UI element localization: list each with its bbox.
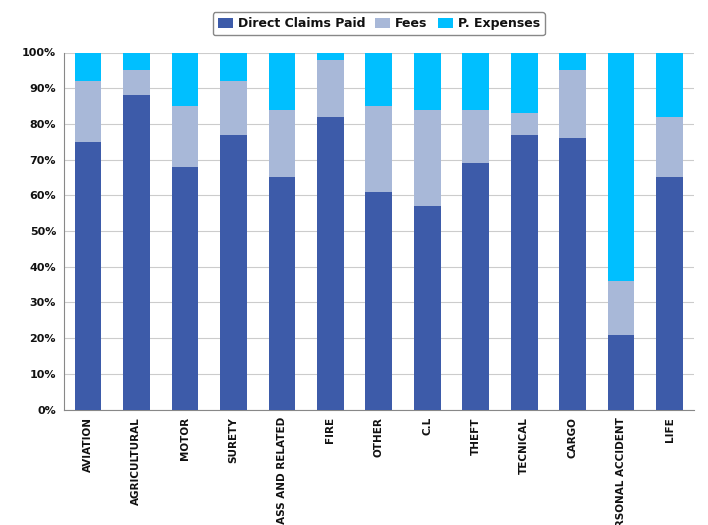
Bar bbox=[365, 192, 392, 410]
Bar bbox=[511, 52, 537, 113]
Bar bbox=[74, 142, 101, 410]
Bar bbox=[220, 81, 246, 134]
Bar bbox=[414, 206, 440, 410]
Bar bbox=[656, 52, 683, 117]
Bar bbox=[414, 110, 440, 206]
Bar bbox=[656, 117, 683, 177]
Bar bbox=[414, 52, 440, 110]
Bar bbox=[220, 52, 246, 81]
Legend: Direct Claims Paid, Fees, P. Expenses: Direct Claims Paid, Fees, P. Expenses bbox=[213, 13, 544, 35]
Bar bbox=[365, 52, 392, 106]
Bar bbox=[268, 52, 295, 110]
Bar bbox=[559, 138, 586, 410]
Bar bbox=[317, 52, 343, 60]
Bar bbox=[511, 113, 537, 134]
Bar bbox=[317, 117, 343, 410]
Bar bbox=[220, 134, 246, 410]
Bar bbox=[123, 70, 150, 96]
Bar bbox=[268, 110, 295, 177]
Bar bbox=[268, 177, 295, 410]
Bar bbox=[74, 52, 101, 81]
Bar bbox=[171, 106, 198, 167]
Bar bbox=[607, 334, 634, 410]
Bar bbox=[559, 52, 586, 70]
Bar bbox=[462, 52, 489, 110]
Bar bbox=[317, 60, 343, 117]
Bar bbox=[123, 96, 150, 410]
Bar bbox=[123, 52, 150, 70]
Bar bbox=[365, 106, 392, 192]
Bar bbox=[656, 177, 683, 410]
Bar bbox=[171, 167, 198, 410]
Bar bbox=[559, 70, 586, 138]
Bar bbox=[511, 134, 537, 410]
Bar bbox=[171, 52, 198, 106]
Bar bbox=[462, 163, 489, 410]
Bar bbox=[607, 281, 634, 334]
Bar bbox=[607, 52, 634, 281]
Bar bbox=[462, 110, 489, 163]
Bar bbox=[74, 81, 101, 142]
